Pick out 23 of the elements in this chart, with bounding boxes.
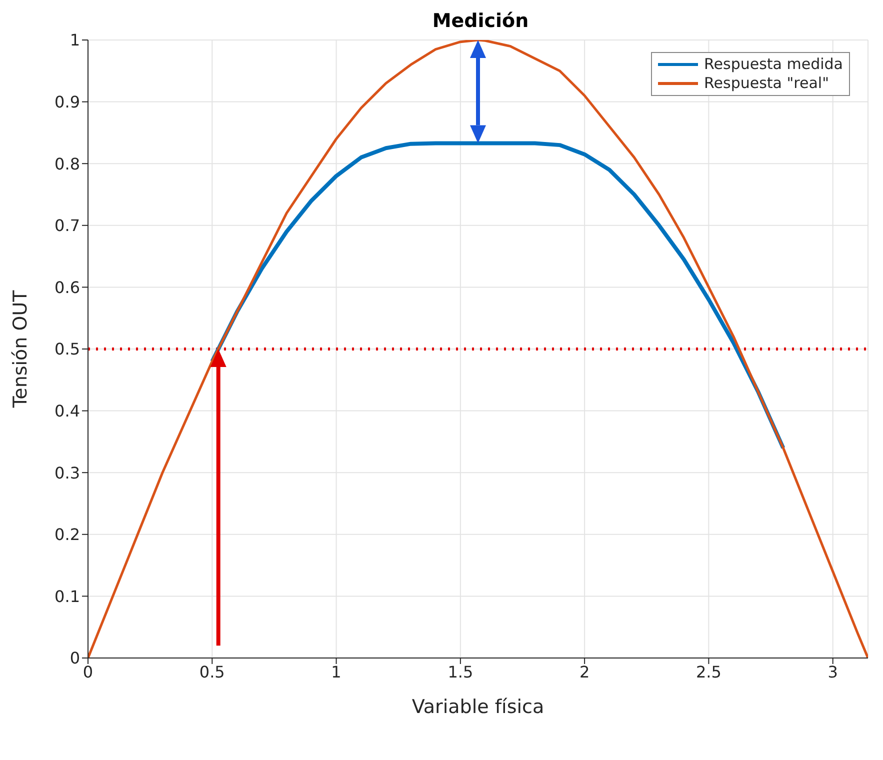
- x-tick-label: 2: [579, 662, 590, 682]
- x-tick-label: 1: [331, 662, 342, 682]
- x-tick-label: 2.5: [696, 662, 722, 682]
- y-tick-label: 0.1: [54, 586, 80, 606]
- y-tick-label: 0.2: [54, 525, 80, 544]
- legend-label: Respuesta medida: [704, 55, 843, 74]
- y-tick-label: 0.8: [54, 154, 80, 174]
- y-tick-label: 0.6: [54, 278, 80, 297]
- chart-title: Medición: [431, 10, 530, 32]
- y-tick-label: 0.5: [54, 340, 80, 359]
- x-tick-label: 3: [828, 662, 838, 682]
- y-tick-label: 0: [70, 648, 80, 668]
- y-tick-label: 0.3: [54, 463, 80, 482]
- y-tick-label: 0.9: [54, 92, 80, 112]
- y-axis-title: Tensión OUT: [10, 290, 32, 409]
- y-tick-label: 0.4: [54, 401, 80, 420]
- y-tick-label: 0.7: [54, 216, 80, 236]
- legend-label: Respuesta "real": [704, 74, 829, 93]
- x-axis-title: Variable física: [412, 696, 544, 718]
- x-tick-label: 0.5: [199, 662, 225, 682]
- y-tick-label: 1: [70, 30, 80, 50]
- x-tick-label: 1.5: [448, 662, 474, 682]
- x-tick-label: 0: [82, 662, 94, 682]
